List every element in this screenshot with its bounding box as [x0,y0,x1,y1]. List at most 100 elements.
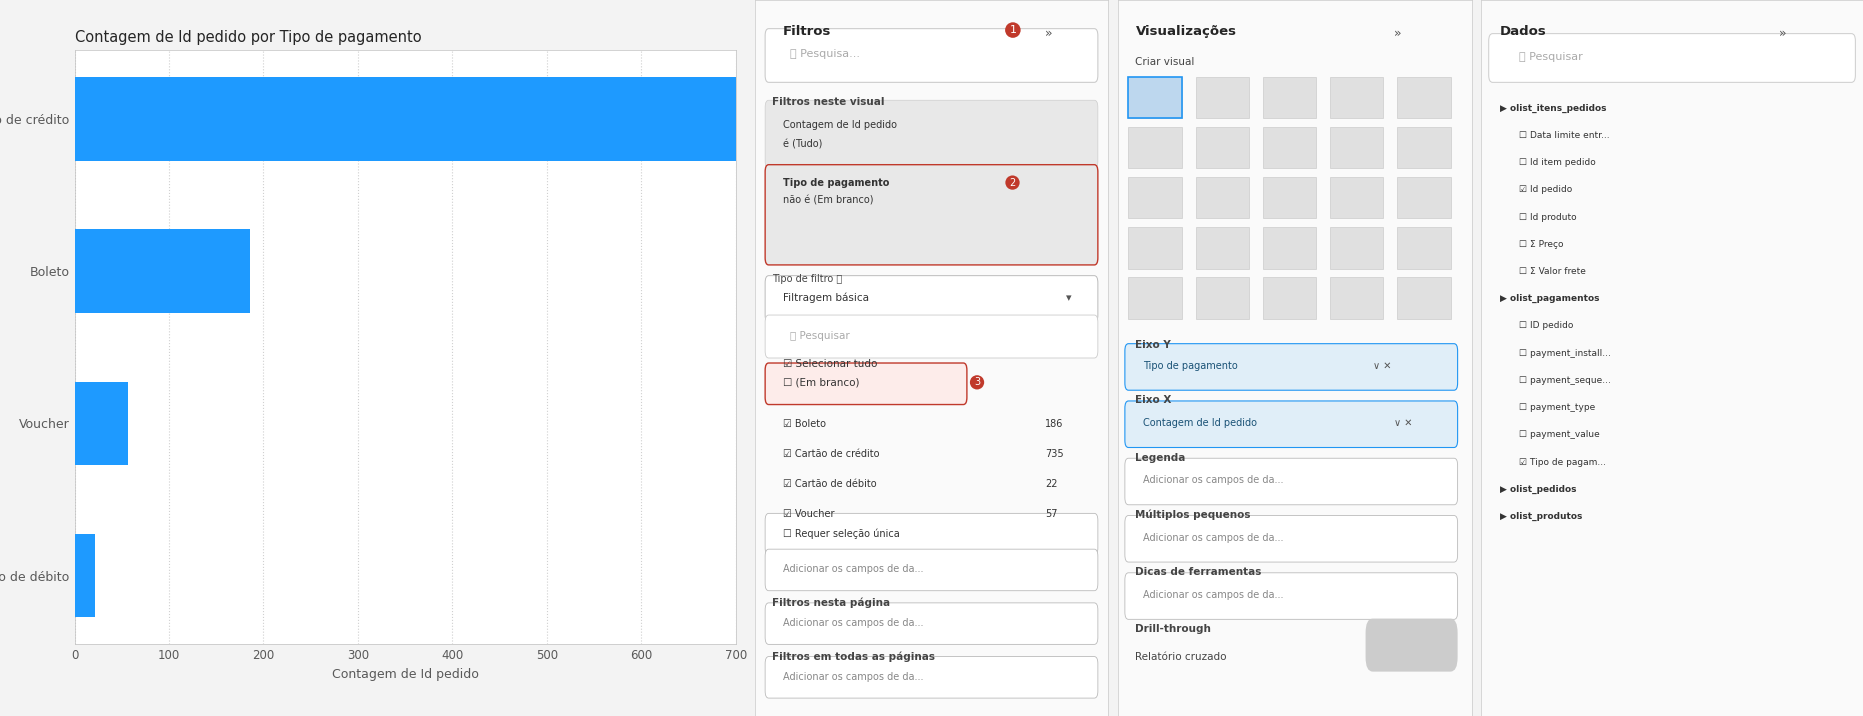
Text: ☐ payment_type: ☐ payment_type [1520,403,1595,412]
Bar [1263,127,1315,168]
Text: ☐ (Em branco): ☐ (Em branco) [782,377,859,387]
Text: ▶ olist_produtos: ▶ olist_produtos [1500,512,1582,521]
Text: ▾: ▾ [1066,293,1071,303]
Text: 735: 735 [1045,449,1064,459]
Text: Tipo de filtro ⓘ: Tipo de filtro ⓘ [773,274,842,284]
FancyBboxPatch shape [766,513,1097,555]
Text: ☑ Selecionar tudo: ☑ Selecionar tudo [782,359,877,369]
Bar [1397,277,1451,319]
Text: ▶ olist_pagamentos: ▶ olist_pagamentos [1500,294,1600,304]
Text: Adicionar os campos de da...: Adicionar os campos de da... [782,564,924,574]
Text: ☐ payment_seque...: ☐ payment_seque... [1520,376,1611,385]
FancyBboxPatch shape [1125,458,1457,505]
Text: Eixo Y: Eixo Y [1135,340,1172,350]
Text: 2: 2 [1010,178,1015,188]
Text: ☐ Requer seleção única: ☐ Requer seleção única [782,528,900,538]
Text: Visualizações: Visualizações [1135,25,1237,38]
Text: ☑ Voucher: ☑ Voucher [782,509,835,519]
Text: 22: 22 [1045,479,1058,489]
Text: ☑ Tipo de pagam...: ☑ Tipo de pagam... [1520,458,1606,467]
Bar [1263,227,1315,268]
FancyBboxPatch shape [766,603,1097,644]
Bar [1330,177,1382,218]
Text: Adicionar os campos de da...: Adicionar os campos de da... [1142,533,1284,543]
Text: ⌕ Pesquisa...: ⌕ Pesquisa... [790,49,861,59]
Bar [1196,127,1248,168]
Bar [1263,277,1315,319]
Bar [75,77,769,161]
Text: ☑ Boleto: ☑ Boleto [782,419,825,429]
Text: Contagem de Id pedido: Contagem de Id pedido [1142,418,1256,428]
Text: ∨ ✕: ∨ ✕ [1373,361,1392,371]
Text: Dados: Dados [1500,25,1546,38]
FancyBboxPatch shape [766,165,1097,265]
FancyBboxPatch shape [766,100,1097,168]
Text: Adicionar os campos de da...: Adicionar os campos de da... [1142,590,1284,600]
Text: 1: 1 [1010,25,1017,35]
Text: Filtros nesta página: Filtros nesta página [773,598,891,609]
FancyBboxPatch shape [1125,573,1457,619]
Text: ☐ ID pedido: ☐ ID pedido [1520,321,1574,331]
FancyBboxPatch shape [1125,401,1457,448]
Bar [1263,77,1315,118]
FancyBboxPatch shape [1125,516,1457,562]
Text: ☑ Id pedido: ☑ Id pedido [1520,185,1572,195]
Text: Filtragem básica: Filtragem básica [782,293,868,303]
Text: »: » [1045,27,1053,40]
FancyBboxPatch shape [766,657,1097,698]
Text: não é (Em branco): não é (Em branco) [782,195,874,205]
Text: ☐ Σ Preço: ☐ Σ Preço [1520,240,1563,249]
Bar [1196,177,1248,218]
FancyBboxPatch shape [1125,344,1457,390]
Text: Filtros: Filtros [782,25,831,38]
Text: Tipo de pagamento: Tipo de pagamento [782,178,889,188]
Bar [1129,77,1181,118]
Text: ☐ Id item pedido: ☐ Id item pedido [1520,158,1597,168]
Text: 57: 57 [1045,509,1058,519]
Bar [1129,127,1181,168]
Text: ▶ olist_pedidos: ▶ olist_pedidos [1500,485,1576,494]
Text: Filtros neste visual: Filtros neste visual [773,97,885,107]
Text: ☐ payment_value: ☐ payment_value [1520,430,1600,440]
Text: é (Tudo): é (Tudo) [782,140,822,150]
Text: Drill-through: Drill-through [1135,624,1211,634]
Text: Adicionar os campos de da...: Adicionar os campos de da... [782,618,924,628]
Text: Adicionar os campos de da...: Adicionar os campos de da... [782,672,924,682]
Text: ☐ Data limite entr...: ☐ Data limite entr... [1520,131,1610,140]
FancyBboxPatch shape [1366,619,1457,672]
Bar [1196,77,1248,118]
Bar [1330,127,1382,168]
Bar [1397,177,1451,218]
Bar [1397,227,1451,268]
Text: Legenda: Legenda [1135,453,1187,463]
Text: Filtros em todas as páginas: Filtros em todas as páginas [773,652,935,662]
Text: ⌕ Pesquisar: ⌕ Pesquisar [1520,52,1584,62]
Text: ☐ Id produto: ☐ Id produto [1520,213,1576,222]
Bar [75,533,95,617]
Bar [75,382,129,465]
Text: ∨ ✕: ∨ ✕ [1394,418,1412,428]
Bar [1263,177,1315,218]
FancyBboxPatch shape [1489,34,1856,82]
Text: ☐ payment_install...: ☐ payment_install... [1520,349,1611,358]
Text: ☑ Cartão de débito: ☑ Cartão de débito [782,479,876,489]
Text: ☑ Cartão de crédito: ☑ Cartão de crédito [782,449,879,459]
Bar [1397,127,1451,168]
FancyBboxPatch shape [766,363,967,405]
FancyBboxPatch shape [766,315,1097,358]
Text: Contagem de Id pedido por Tipo de pagamento: Contagem de Id pedido por Tipo de pagame… [75,30,421,45]
Text: ☐ Σ Valor frete: ☐ Σ Valor frete [1520,267,1585,276]
FancyBboxPatch shape [766,276,1097,322]
Bar [75,229,250,313]
Text: Dicas de ferramentas: Dicas de ferramentas [1135,567,1261,577]
Bar [1129,77,1181,118]
FancyBboxPatch shape [766,549,1097,591]
Text: ▶ olist_itens_pedidos: ▶ olist_itens_pedidos [1500,104,1606,113]
Bar [1129,227,1181,268]
Text: 186: 186 [1045,419,1064,429]
Bar [1196,277,1248,319]
Text: »: » [1394,27,1401,40]
Text: Tipo de pagamento: Tipo de pagamento [1142,361,1237,371]
Text: 3: 3 [974,377,980,387]
Text: Relatório cruzado: Relatório cruzado [1135,652,1228,662]
